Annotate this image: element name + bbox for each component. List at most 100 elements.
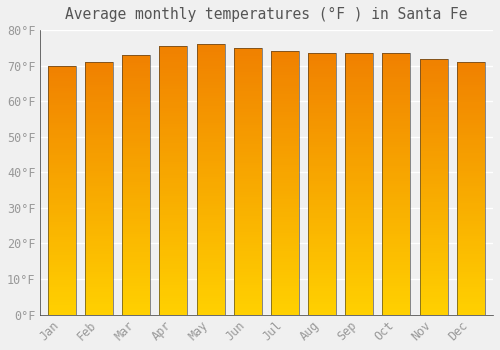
- Bar: [457, 88, 484, 90]
- Bar: [271, 67, 299, 70]
- Bar: [457, 70, 484, 72]
- Bar: [48, 280, 76, 282]
- Bar: [271, 199, 299, 201]
- Bar: [160, 137, 188, 140]
- Bar: [122, 151, 150, 154]
- Bar: [457, 269, 484, 272]
- Bar: [271, 291, 299, 294]
- Bar: [346, 288, 373, 291]
- Bar: [457, 309, 484, 312]
- Bar: [160, 253, 188, 256]
- Bar: [457, 201, 484, 203]
- Bar: [160, 143, 188, 145]
- Bar: [196, 288, 224, 290]
- Bar: [196, 250, 224, 252]
- Bar: [160, 307, 188, 309]
- Bar: [271, 86, 299, 88]
- Bar: [85, 257, 113, 259]
- Bar: [196, 66, 224, 69]
- Bar: [196, 282, 224, 285]
- Bar: [196, 50, 224, 52]
- Bar: [85, 267, 113, 269]
- Bar: [196, 131, 224, 133]
- Bar: [346, 197, 373, 199]
- Bar: [382, 92, 410, 95]
- Bar: [48, 193, 76, 195]
- Bar: [196, 71, 224, 74]
- Bar: [234, 309, 262, 312]
- Bar: [308, 139, 336, 142]
- Bar: [346, 166, 373, 168]
- Bar: [308, 296, 336, 299]
- Bar: [85, 62, 113, 315]
- Bar: [308, 181, 336, 184]
- Bar: [122, 68, 150, 71]
- Bar: [160, 293, 188, 296]
- Bar: [308, 105, 336, 108]
- Bar: [271, 173, 299, 175]
- Bar: [122, 180, 150, 182]
- Bar: [122, 172, 150, 174]
- Bar: [122, 255, 150, 258]
- Bar: [196, 161, 224, 163]
- Bar: [122, 182, 150, 185]
- Bar: [271, 238, 299, 241]
- Bar: [234, 147, 262, 149]
- Bar: [196, 174, 224, 177]
- Bar: [160, 301, 188, 304]
- Bar: [382, 178, 410, 181]
- Bar: [382, 98, 410, 100]
- Bar: [48, 200, 76, 203]
- Bar: [85, 88, 113, 90]
- Bar: [122, 177, 150, 180]
- Bar: [271, 88, 299, 91]
- Bar: [122, 167, 150, 169]
- Bar: [382, 304, 410, 307]
- Bar: [420, 130, 448, 133]
- Bar: [271, 251, 299, 254]
- Bar: [196, 223, 224, 225]
- Bar: [196, 228, 224, 231]
- Bar: [160, 54, 188, 57]
- Bar: [420, 148, 448, 151]
- Bar: [48, 135, 76, 138]
- Bar: [420, 110, 448, 112]
- Bar: [382, 103, 410, 105]
- Bar: [457, 186, 484, 188]
- Bar: [196, 244, 224, 247]
- Bar: [85, 82, 113, 85]
- Bar: [234, 117, 262, 120]
- Bar: [160, 119, 188, 121]
- Bar: [85, 150, 113, 153]
- Bar: [308, 158, 336, 160]
- Bar: [234, 50, 262, 53]
- Bar: [420, 228, 448, 230]
- Bar: [308, 168, 336, 171]
- Bar: [160, 84, 188, 86]
- Bar: [160, 70, 188, 73]
- Bar: [308, 202, 336, 205]
- Bar: [160, 242, 188, 245]
- Bar: [457, 312, 484, 315]
- Bar: [196, 101, 224, 104]
- Bar: [85, 203, 113, 206]
- Bar: [85, 181, 113, 183]
- Bar: [160, 124, 188, 127]
- Bar: [234, 253, 262, 256]
- Bar: [234, 131, 262, 133]
- Bar: [382, 147, 410, 150]
- Bar: [271, 70, 299, 72]
- Bar: [382, 124, 410, 126]
- Bar: [196, 93, 224, 96]
- Bar: [160, 299, 188, 301]
- Bar: [196, 104, 224, 106]
- Bar: [457, 284, 484, 287]
- Bar: [85, 277, 113, 279]
- Bar: [122, 234, 150, 237]
- Bar: [234, 136, 262, 139]
- Bar: [48, 163, 76, 165]
- Bar: [308, 189, 336, 192]
- Bar: [85, 65, 113, 67]
- Bar: [196, 85, 224, 88]
- Bar: [382, 208, 410, 210]
